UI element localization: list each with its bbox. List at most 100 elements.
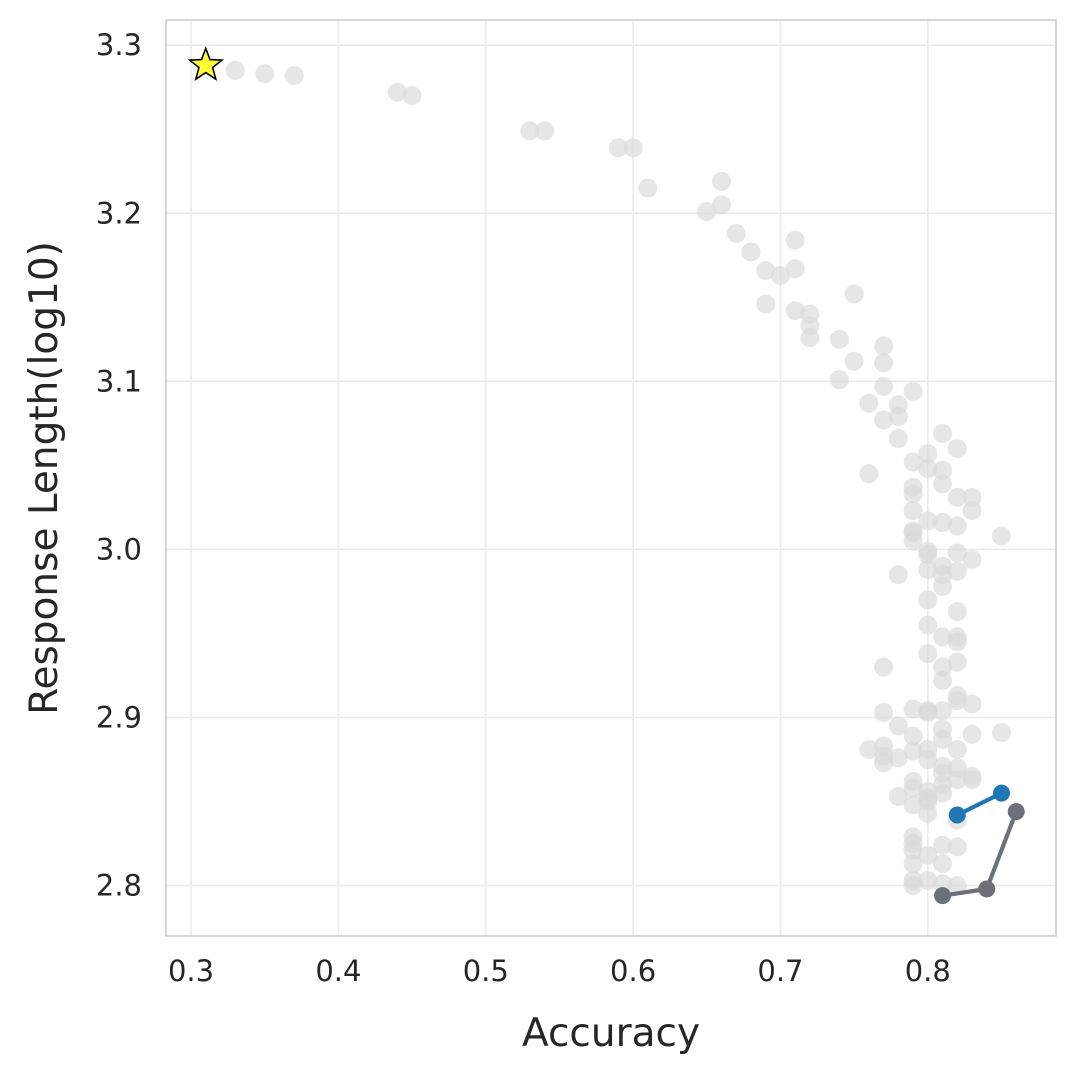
background-point bbox=[888, 565, 908, 585]
background-point bbox=[918, 644, 938, 664]
background-point bbox=[770, 265, 790, 285]
background-point bbox=[918, 459, 938, 479]
background-point bbox=[903, 854, 923, 874]
background-point bbox=[255, 64, 275, 84]
y-tick-label: 2.9 bbox=[96, 701, 142, 735]
series-point bbox=[978, 880, 996, 898]
background-point bbox=[991, 723, 1011, 743]
background-point bbox=[697, 202, 717, 222]
background-point bbox=[712, 195, 732, 215]
x-tick-label: 0.5 bbox=[463, 954, 509, 988]
x-tick-label: 0.7 bbox=[757, 954, 803, 988]
background-point bbox=[903, 699, 923, 719]
background-point bbox=[947, 770, 967, 790]
background-point bbox=[608, 138, 628, 158]
background-point bbox=[874, 353, 894, 373]
x-tick-labels: 0.3 0.4 0.5 0.6 0.7 0.8 bbox=[168, 954, 951, 988]
background-point bbox=[933, 460, 953, 480]
x-tick-label: 0.8 bbox=[905, 954, 951, 988]
background-point bbox=[903, 795, 923, 815]
background-point bbox=[933, 576, 953, 596]
background-point bbox=[712, 171, 732, 191]
background-point bbox=[947, 561, 967, 581]
background-point bbox=[859, 464, 879, 484]
background-point bbox=[903, 484, 923, 504]
background-point bbox=[918, 871, 938, 891]
background-point bbox=[888, 786, 908, 806]
x-tick-label: 0.4 bbox=[315, 954, 361, 988]
background-point bbox=[947, 602, 967, 622]
background-point bbox=[947, 543, 967, 563]
background-point bbox=[756, 260, 776, 280]
background-point bbox=[962, 770, 982, 790]
background-point bbox=[918, 590, 938, 610]
background-point bbox=[933, 701, 953, 721]
background-point bbox=[947, 487, 967, 507]
background-point bbox=[874, 753, 894, 773]
background-point bbox=[918, 750, 938, 770]
background-point bbox=[933, 671, 953, 691]
background-point bbox=[800, 328, 820, 348]
background-point bbox=[918, 615, 938, 635]
background-point bbox=[859, 739, 879, 759]
background-point bbox=[947, 876, 967, 896]
background-point bbox=[962, 501, 982, 521]
background-point bbox=[903, 876, 923, 896]
background-point bbox=[918, 702, 938, 722]
y-tick-labels: 2.8 2.9 3.0 3.1 3.2 3.3 bbox=[96, 28, 142, 902]
background-point bbox=[933, 423, 953, 443]
background-point bbox=[903, 531, 923, 551]
background-point bbox=[535, 121, 555, 141]
background-point bbox=[844, 351, 864, 371]
background-point bbox=[903, 778, 923, 798]
x-tick-label: 0.6 bbox=[610, 954, 656, 988]
background-point bbox=[874, 410, 894, 430]
background-point bbox=[785, 301, 805, 321]
background-point bbox=[933, 729, 953, 749]
background-point bbox=[638, 178, 658, 198]
plot-frame bbox=[165, 19, 1057, 937]
background-point bbox=[933, 835, 953, 855]
background-point bbox=[785, 259, 805, 279]
reference-star bbox=[187, 46, 225, 81]
background-point bbox=[918, 803, 938, 823]
background-point bbox=[947, 632, 967, 652]
background-point bbox=[933, 474, 953, 494]
background-point bbox=[933, 657, 953, 677]
series-point bbox=[948, 806, 966, 824]
x-axis-title: Accuracy bbox=[522, 1011, 700, 1056]
background-points bbox=[225, 60, 1011, 896]
background-point bbox=[726, 223, 746, 243]
background-point bbox=[888, 429, 908, 449]
background-point bbox=[874, 702, 894, 722]
background-point bbox=[284, 65, 304, 85]
y-tick-label: 3.2 bbox=[96, 196, 142, 230]
background-point bbox=[933, 854, 953, 874]
background-point bbox=[874, 376, 894, 396]
background-point bbox=[903, 741, 923, 761]
background-point bbox=[947, 837, 967, 857]
background-point bbox=[829, 329, 849, 349]
highlighted-series bbox=[934, 784, 1025, 905]
background-point bbox=[859, 393, 879, 413]
background-point bbox=[756, 294, 776, 314]
background-point bbox=[888, 748, 908, 768]
background-point bbox=[947, 739, 967, 759]
series-point bbox=[934, 887, 952, 905]
background-point bbox=[991, 526, 1011, 546]
y-tick-label: 3.1 bbox=[96, 364, 142, 398]
series-point bbox=[992, 784, 1010, 802]
series-point bbox=[1007, 803, 1025, 821]
background-point bbox=[844, 284, 864, 304]
background-point bbox=[918, 560, 938, 580]
background-point bbox=[947, 691, 967, 711]
background-point bbox=[903, 726, 923, 746]
background-point bbox=[903, 501, 923, 521]
y-axis-title: Response Length(log10) bbox=[22, 241, 67, 715]
background-point bbox=[874, 336, 894, 356]
y-tick-label: 3.3 bbox=[96, 28, 142, 62]
background-point bbox=[874, 657, 894, 677]
background-point bbox=[918, 544, 938, 564]
background-point bbox=[918, 444, 938, 464]
